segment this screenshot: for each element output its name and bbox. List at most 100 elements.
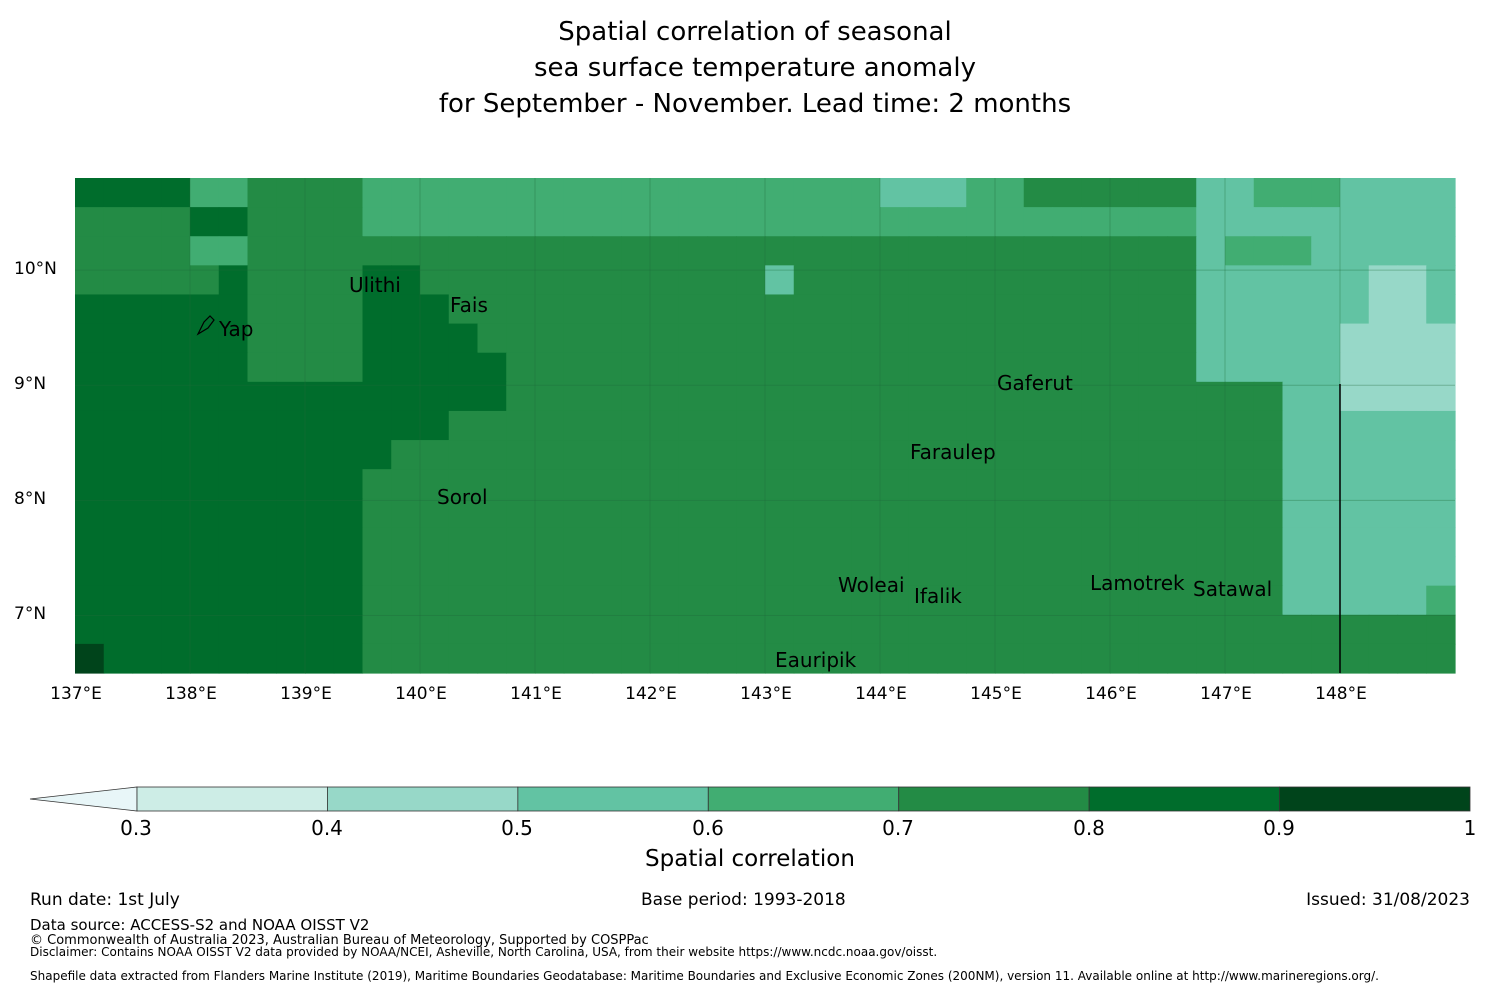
map-cell: [305, 207, 335, 237]
map-cell: [966, 440, 996, 470]
map-cell: [592, 643, 622, 674]
map-cell: [247, 469, 277, 499]
map-cell: [822, 498, 852, 529]
map-cell: [1225, 469, 1255, 499]
map-cell: [937, 469, 967, 499]
island-label-gaferut: Gaferut: [997, 371, 1073, 395]
map-cell: [995, 294, 1025, 325]
map-cell: [793, 614, 824, 645]
map-cell: [161, 236, 191, 266]
map-cell: [736, 440, 766, 470]
map-cell: [937, 178, 967, 208]
lon-label-140e: 140°E: [395, 684, 447, 704]
map-cell: [707, 643, 737, 674]
map-cell: [908, 498, 939, 529]
map-cell: [563, 585, 594, 616]
map-cell: [1081, 178, 1111, 208]
map-cell: [851, 643, 881, 674]
map-cell: [1253, 236, 1284, 266]
map-cell: [477, 352, 507, 383]
map-cell: [1167, 410, 1197, 441]
map-cell: [333, 585, 364, 616]
map-cell: [448, 498, 479, 529]
map-cell: [995, 498, 1025, 529]
map-cell: [333, 614, 364, 645]
map-cell: [1368, 440, 1399, 470]
map-cell: [1052, 498, 1082, 529]
map-cell: [535, 556, 565, 587]
map-cell: [1253, 440, 1284, 470]
map-cell: [563, 527, 594, 558]
map-cell: [1426, 556, 1456, 587]
map-cell: [276, 323, 306, 354]
map-cell: [103, 614, 134, 645]
lon-label-137e: 137°E: [50, 684, 102, 704]
map-cell: [132, 381, 162, 412]
map-cell: [420, 469, 450, 499]
map-cell: [1081, 381, 1111, 412]
map-cell: [1167, 614, 1197, 645]
map-cell: [247, 352, 277, 383]
map-cell: [1426, 236, 1456, 266]
map-cell: [1282, 527, 1312, 558]
map-cell: [506, 556, 536, 587]
map-cell: [247, 498, 277, 529]
map-cell: [621, 323, 651, 354]
map-cell: [650, 643, 680, 674]
colorbar-tick-0-3: 0.3: [120, 816, 152, 840]
map-cell: [1110, 614, 1140, 645]
map-cell: [535, 498, 565, 529]
map-cell: [420, 410, 450, 441]
map-cell: [247, 178, 277, 208]
map-cell: [1311, 614, 1341, 645]
map-cell: [161, 381, 191, 412]
map-cell: [765, 556, 795, 587]
map-cell: [276, 440, 306, 470]
map-cell: [218, 469, 249, 499]
map-cell: [1110, 643, 1140, 674]
map-cell: [1052, 381, 1082, 412]
lat-label-10n: 10°N: [14, 259, 57, 279]
map-cell: [218, 265, 249, 296]
map-cell: [1368, 207, 1399, 237]
map-cell: [477, 556, 507, 587]
map-cell: [736, 236, 766, 266]
map-cell: [563, 323, 594, 354]
map-cell: [506, 352, 536, 383]
map-cell: [333, 265, 364, 296]
map-cell: [1253, 410, 1284, 441]
map-cell: [650, 556, 680, 587]
map-cell: [75, 207, 105, 237]
map-cell: [247, 410, 277, 441]
map-cell: [161, 585, 191, 616]
map-cell: [995, 207, 1025, 237]
map-cell: [161, 178, 191, 208]
map-cell: [391, 440, 421, 470]
map-cell: [995, 585, 1025, 616]
map-cell: [362, 527, 392, 558]
map-cell: [995, 614, 1025, 645]
map-cell: [851, 410, 881, 441]
map-cell: [1138, 294, 1169, 325]
map-cell: [1023, 410, 1054, 441]
map-cell: [276, 469, 306, 499]
map-cell: [420, 585, 450, 616]
map-cell: [1225, 527, 1255, 558]
map-cell: [506, 527, 536, 558]
map-cell: [333, 440, 364, 470]
map-cell: [621, 381, 651, 412]
map-cell: [535, 207, 565, 237]
map-cell: [1340, 294, 1370, 325]
map-cell: [1167, 352, 1197, 383]
map-cell: [477, 527, 507, 558]
map-cell: [103, 498, 134, 529]
map-cell: [880, 614, 910, 645]
map-cell: [1426, 585, 1456, 616]
map-cell: [908, 614, 939, 645]
map-cell: [1340, 469, 1370, 499]
map-cell: [937, 323, 967, 354]
map-cell: [1167, 643, 1197, 674]
map-cell: [103, 440, 134, 470]
map-cell: [908, 585, 939, 616]
map-cell: [1340, 527, 1370, 558]
